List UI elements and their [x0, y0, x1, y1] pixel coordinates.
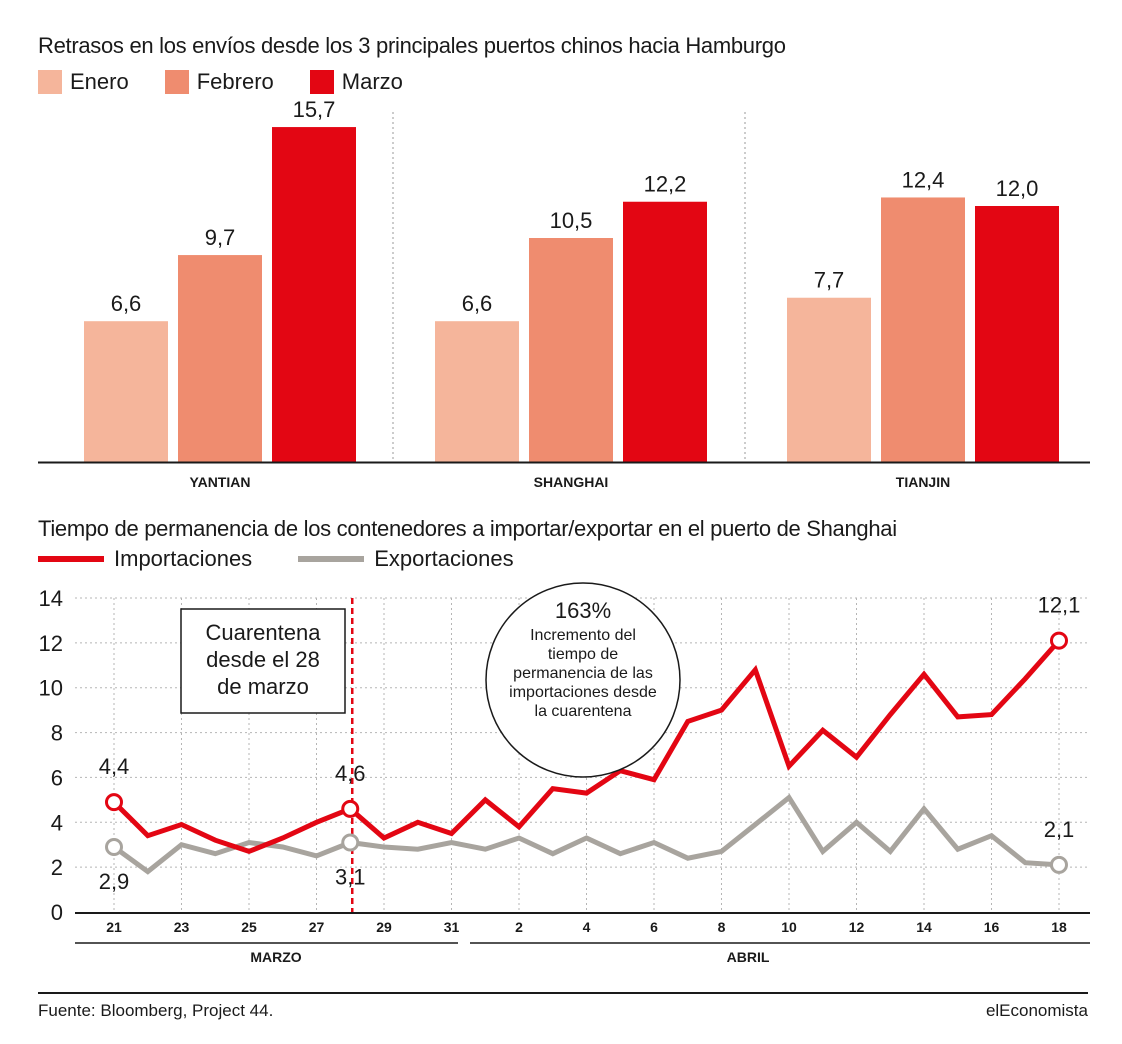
series-line-exportaciones — [112, 793, 1060, 875]
legend-swatch-febrero — [164, 70, 189, 94]
highlight-point-exportaciones — [341, 833, 360, 852]
category-label: YANTIAN — [190, 474, 251, 490]
legend-label-importaciones: Importaciones — [114, 546, 253, 571]
highlight-point-exportaciones — [105, 837, 123, 856]
bar-yantian-marzo — [272, 127, 356, 463]
line-chart-title: Tiempo de permanencia de los contenedore… — [38, 516, 897, 541]
point-value-label: 2,1 — [1044, 817, 1075, 842]
bar-yantian-febrero — [178, 255, 262, 462]
bubble-text: permanencia de las — [513, 665, 653, 682]
x-tick-label: 12 — [849, 919, 865, 935]
bar-yantian-enero — [84, 321, 168, 462]
y-tick-label: 14 — [39, 586, 63, 611]
bar-chart-title: Retrasos en los envíos desde los 3 princ… — [38, 33, 786, 58]
x-tick-label: 27 — [309, 919, 325, 935]
point-value-label: 2,9 — [99, 869, 130, 894]
bar-legend: Enero Febrero Marzo — [38, 69, 439, 95]
legend-swatch-enero — [38, 70, 62, 94]
x-tick-label: 16 — [984, 919, 1000, 935]
highlight-point-exportaciones — [1050, 855, 1068, 874]
highlight-point-importaciones — [105, 793, 123, 812]
bar-value-label: 6,6 — [462, 291, 493, 316]
x-tick-label: 14 — [916, 919, 932, 935]
x-tick-label: 21 — [106, 919, 122, 935]
x-tick-label: 18 — [1051, 919, 1067, 935]
point-value-label: 3,1 — [335, 864, 366, 889]
y-tick-label: 0 — [51, 900, 63, 925]
legend-label-marzo: Marzo — [341, 69, 403, 94]
legend-item-marzo: Marzo — [309, 69, 403, 95]
legend-label-enero: Enero — [70, 69, 129, 94]
series-line-importaciones — [112, 638, 1061, 855]
x-tick-label: 31 — [444, 919, 460, 935]
bar-value-label: 15,7 — [293, 97, 336, 122]
legend-label-febrero: Febrero — [196, 69, 274, 94]
quarantine-text: Cuarentena — [206, 620, 322, 645]
bar-tianjin-marzo — [975, 206, 1059, 462]
point-value-label: 4,4 — [99, 754, 130, 779]
x-tick-label: 23 — [174, 919, 190, 935]
bar-chart: 6,6 9,7 15,7 YANTIAN 6,6 10,5 12,2 SHANGHAI 7,7 1… — [38, 97, 1090, 490]
x-tick-label: 2 — [515, 919, 523, 935]
quarantine-text: desde el 28 — [206, 647, 320, 672]
highlight-point-importaciones — [1050, 631, 1068, 650]
bubble-text: Incremento del — [530, 627, 636, 644]
bar-shanghai-enero — [435, 321, 519, 462]
legend-line-exportaciones — [298, 556, 365, 562]
bar-shanghai-marzo — [623, 201, 707, 462]
annotation-bubble — [485, 582, 681, 778]
highlight-point-importaciones — [341, 799, 360, 818]
quarantine-box — [180, 608, 346, 714]
legend-item-febrero: Febrero — [164, 69, 274, 95]
bubble-text: importaciones desde — [509, 684, 657, 701]
x-tick-label: 6 — [650, 919, 658, 935]
x-tick-label: 29 — [376, 919, 392, 935]
y-tick-label: 12 — [39, 631, 63, 656]
x-tick-label: 4 — [583, 919, 591, 935]
bar-tianjin-enero — [787, 297, 871, 462]
y-tick-label: 6 — [51, 765, 63, 790]
bar-shanghai-febrero — [529, 238, 613, 462]
source-note: Fuente: Bloomberg, Project 44. — [38, 1001, 274, 1020]
bar-value-label: 12,0 — [996, 176, 1039, 201]
x-tick-label: 8 — [718, 919, 726, 935]
legend-swatch-marzo — [309, 70, 334, 94]
bar-value-label: 12,4 — [902, 167, 945, 192]
brand-label: elEconomista — [985, 1001, 1088, 1020]
line-legend: Importaciones Exportaciones — [38, 546, 550, 572]
category-label: TIANJIN — [896, 474, 950, 490]
bubble-text: la cuarentena — [535, 703, 632, 720]
point-value-label: 12,1 — [1038, 593, 1081, 618]
month-label-abril: ABRIL — [727, 949, 770, 965]
bar-value-label: 6,6 — [111, 291, 142, 316]
legend-item-importaciones: Importaciones — [38, 546, 252, 572]
bar-value-label: 10,5 — [550, 208, 593, 233]
bubble-percent: 163% — [555, 598, 611, 623]
y-tick-label: 4 — [51, 810, 63, 835]
point-value-label: 4,6 — [335, 761, 366, 786]
y-tick-label: 8 — [51, 721, 63, 746]
legend-line-importaciones — [38, 556, 104, 562]
footer-divider — [38, 992, 1088, 994]
bar-value-label: 9,7 — [205, 225, 236, 250]
bar-tianjin-febrero — [881, 197, 965, 462]
bubble-text: tiempo de — [548, 646, 618, 663]
month-label-marzo: MARZO — [250, 949, 301, 965]
quarantine-text: de marzo — [217, 674, 309, 699]
category-label: SHANGHAI — [534, 474, 609, 490]
y-tick-label: 2 — [51, 855, 63, 880]
legend-item-enero: Enero — [38, 69, 129, 95]
bar-value-label: 12,2 — [644, 172, 687, 197]
legend-item-exportaciones: Exportaciones — [298, 546, 514, 572]
bar-value-label: 7,7 — [814, 268, 845, 293]
x-tick-label: 25 — [241, 919, 257, 935]
legend-label-exportaciones: Exportaciones — [374, 546, 514, 571]
x-tick-label: 10 — [781, 919, 797, 935]
y-tick-label: 10 — [39, 676, 63, 701]
